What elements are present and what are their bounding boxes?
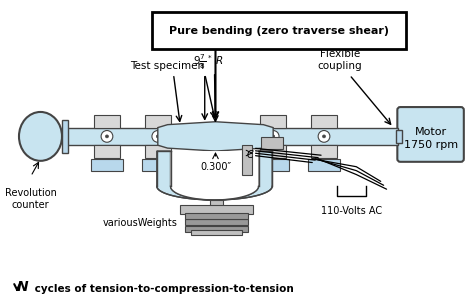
- Circle shape: [152, 130, 164, 142]
- Bar: [311, 115, 337, 128]
- Bar: [145, 145, 171, 158]
- Bar: [94, 115, 119, 128]
- Bar: [185, 213, 248, 219]
- Bar: [311, 145, 337, 158]
- Text: variousWeights: variousWeights: [102, 218, 177, 228]
- Text: Test specimen: Test specimen: [130, 61, 205, 71]
- Bar: [62, 120, 68, 153]
- Bar: [309, 159, 340, 171]
- Bar: [91, 159, 123, 171]
- Circle shape: [101, 130, 113, 142]
- Text: C: C: [247, 150, 254, 160]
- Bar: [185, 220, 248, 225]
- FancyBboxPatch shape: [152, 12, 406, 49]
- Ellipse shape: [19, 112, 62, 161]
- Bar: [191, 230, 242, 235]
- Bar: [66, 128, 398, 145]
- Text: N: N: [17, 280, 28, 294]
- Bar: [258, 151, 272, 186]
- Text: Flexible
coupling: Flexible coupling: [317, 49, 362, 71]
- Polygon shape: [171, 151, 258, 200]
- Circle shape: [267, 130, 279, 142]
- Text: 0.300″: 0.300″: [200, 162, 231, 172]
- Circle shape: [318, 130, 330, 142]
- FancyBboxPatch shape: [397, 107, 464, 162]
- Bar: [145, 115, 171, 128]
- Bar: [157, 151, 171, 186]
- Bar: [260, 115, 286, 128]
- Bar: [262, 137, 283, 149]
- Circle shape: [322, 135, 326, 138]
- Circle shape: [106, 135, 109, 138]
- Bar: [257, 159, 289, 171]
- Text: cycles of tension-to-compression-to-tension: cycles of tension-to-compression-to-tens…: [31, 284, 293, 294]
- Text: 110-Volts AC: 110-Volts AC: [321, 206, 382, 216]
- Bar: [396, 130, 402, 143]
- Text: 1750 rpm: 1750 rpm: [403, 140, 457, 150]
- Bar: [242, 145, 252, 174]
- Bar: [94, 145, 119, 158]
- Bar: [260, 145, 286, 158]
- Circle shape: [272, 135, 274, 138]
- Bar: [210, 200, 223, 206]
- Polygon shape: [158, 122, 273, 151]
- Circle shape: [156, 135, 159, 138]
- Bar: [180, 205, 253, 214]
- Text: Revolution
counter: Revolution counter: [5, 188, 57, 210]
- Text: $9\frac{7}{8}^*\ R$: $9\frac{7}{8}^*\ R$: [193, 52, 224, 71]
- Bar: [142, 159, 173, 171]
- Text: Pure bending (zero traverse shear): Pure bending (zero traverse shear): [169, 26, 389, 36]
- Text: Motor: Motor: [414, 126, 447, 137]
- Bar: [185, 226, 248, 232]
- Polygon shape: [157, 151, 272, 200]
